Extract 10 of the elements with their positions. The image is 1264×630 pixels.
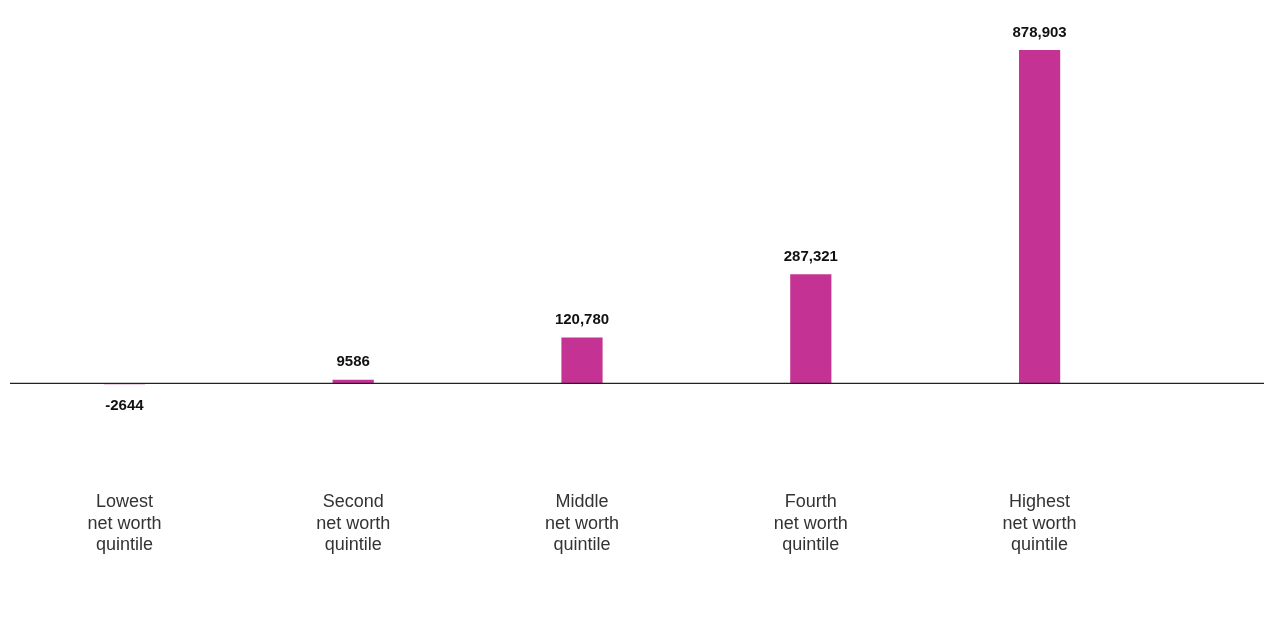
x-tick-label: Highest net worth quintile bbox=[1002, 490, 1077, 555]
x-tick-label: Second net worth quintile bbox=[316, 490, 391, 555]
data-label: 287,321 bbox=[783, 246, 838, 264]
data-label: 878,903 bbox=[1012, 22, 1067, 40]
x-tick-label: Fourth net worth quintile bbox=[773, 490, 848, 555]
data-label: 9586 bbox=[336, 352, 370, 370]
x-tick-label: Lowest net worth quintile bbox=[87, 490, 162, 555]
data-label: 120,780 bbox=[554, 310, 610, 328]
x-tick-label: Middle net worth quintile bbox=[544, 490, 620, 555]
data-label: -2644 bbox=[105, 395, 145, 413]
